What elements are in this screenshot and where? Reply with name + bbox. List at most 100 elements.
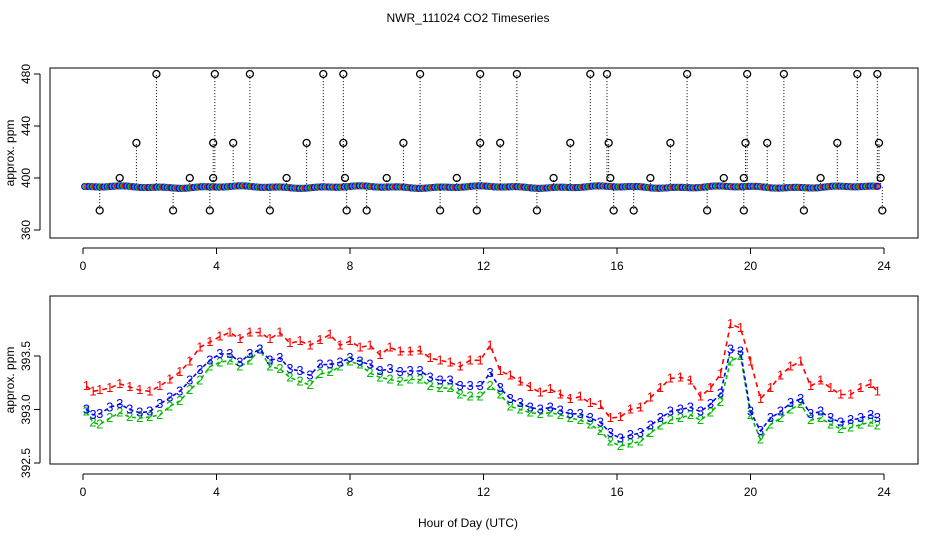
series-1-point: 1	[106, 380, 113, 395]
y-tick-label: 400	[19, 168, 33, 188]
series-2-point: 2	[637, 434, 644, 449]
bottom-y-axis-label: approx. ppm	[3, 347, 17, 414]
series-2-point: 2	[627, 436, 634, 451]
series-2-point: 2	[316, 366, 323, 381]
series-3-point: 3	[857, 410, 864, 425]
x-tick-label: 4	[213, 485, 220, 499]
series-3-point: 3	[627, 427, 634, 442]
series-3-point: 3	[667, 404, 674, 419]
series-3-point: 3	[497, 380, 504, 395]
series-3-point: 3	[777, 404, 784, 419]
series-1-point: 1	[677, 369, 684, 384]
series-2-point: 2	[336, 359, 343, 374]
series-3-point: 3	[817, 404, 824, 419]
series-1-point: 1	[406, 344, 413, 359]
series-3-point: 3	[697, 404, 704, 419]
series-2-point: 2	[356, 357, 363, 372]
series-1-point: 1	[637, 399, 644, 414]
spike-point	[604, 138, 613, 148]
series-2-point: 2	[607, 434, 614, 449]
series-3-point: 3	[477, 378, 484, 393]
series-3-point: 3	[386, 361, 393, 376]
series-3-point: 3	[206, 352, 213, 367]
series-1-point: 1	[136, 382, 143, 397]
series-3-point: 3	[336, 354, 343, 369]
spike-point	[168, 206, 178, 215]
series-3-point: 3	[557, 403, 564, 418]
series-2-point: 2	[416, 372, 423, 387]
series-2-point: 2	[426, 378, 433, 393]
series-3-point: 3	[166, 390, 173, 405]
series-2-point: 2	[557, 407, 564, 422]
series-2-point: 2	[477, 389, 484, 404]
series-2-point: 2	[857, 416, 864, 431]
series-3-point: 3	[687, 399, 694, 414]
spike-point	[205, 206, 214, 215]
series-3-point: 3	[89, 407, 96, 422]
x-tick-label: 8	[347, 485, 354, 499]
series-2-point: 2	[276, 361, 283, 376]
series-2-point: 2	[747, 407, 754, 422]
series-1-point: 1	[577, 389, 584, 404]
series-2-point: 2	[697, 412, 704, 427]
spike-point	[496, 138, 505, 148]
y-tick-label: 480	[19, 64, 33, 84]
x-axis-label: Hour of Day (UTC)	[418, 516, 518, 530]
series-3-point: 3	[356, 353, 363, 368]
series-1-point: 1	[827, 380, 834, 395]
y-tick-label: 393.0	[19, 394, 33, 424]
x-tick-label: 12	[477, 259, 491, 273]
series-3-point: 3	[567, 406, 574, 421]
series-2-point: 2	[346, 353, 353, 368]
series-1-point: 1	[777, 367, 784, 382]
series-3-point: 3	[717, 385, 724, 400]
spike-point	[382, 173, 391, 183]
series-3-point: 3	[647, 418, 654, 433]
series-2-point: 2	[226, 352, 233, 367]
series-1-point: 1	[266, 331, 273, 346]
spike-point	[399, 138, 408, 148]
spike-point	[763, 138, 772, 148]
top-y-axis-label: approx. ppm	[3, 120, 17, 187]
series-2-point: 2	[106, 410, 113, 425]
series-3-point: 3	[537, 402, 544, 417]
x-tick-label: 8	[347, 259, 354, 273]
top-plot-frame	[49, 67, 919, 239]
spike-point	[566, 138, 575, 148]
series-1-point: 1	[807, 378, 814, 393]
series-3-point: 3	[106, 399, 113, 414]
series-2-point: 2	[837, 421, 844, 436]
series-3-point: 3	[186, 373, 193, 388]
series-1-point: 1	[687, 373, 694, 388]
spike-point	[743, 69, 752, 79]
spike-point	[339, 69, 348, 79]
series-3-point: 3	[757, 423, 764, 438]
series-2-point: 2	[587, 416, 594, 431]
series-2-point: 2	[326, 364, 333, 379]
series-2-point: 2	[286, 369, 293, 384]
spike-point	[302, 138, 311, 148]
series-3-point: 3	[276, 350, 283, 365]
spike-point	[878, 206, 887, 215]
series-3-point: 3	[727, 342, 734, 357]
series-3-point: 3	[827, 410, 834, 425]
series-3-point: 3	[406, 363, 413, 378]
series-3-point: 3	[807, 406, 814, 421]
series-1-point: 1	[166, 372, 173, 387]
series-1-point: 1	[487, 337, 494, 352]
series-3-point: 3	[577, 406, 584, 421]
series-2-point: 2	[256, 342, 263, 357]
series-3-point: 3	[236, 354, 243, 369]
series-3-point: 3	[176, 383, 183, 398]
series-2-point: 2	[687, 407, 694, 422]
series-2-point: 2	[787, 402, 794, 417]
series-1-point: 1	[817, 373, 824, 388]
series-3-point: 3	[607, 425, 614, 440]
spike-point	[741, 138, 750, 148]
spike-point	[873, 69, 882, 79]
spike-point	[95, 206, 104, 215]
series-1-point: 1	[186, 353, 193, 368]
series-3-point: 3	[83, 402, 90, 417]
series-3-point: 3	[116, 396, 123, 411]
